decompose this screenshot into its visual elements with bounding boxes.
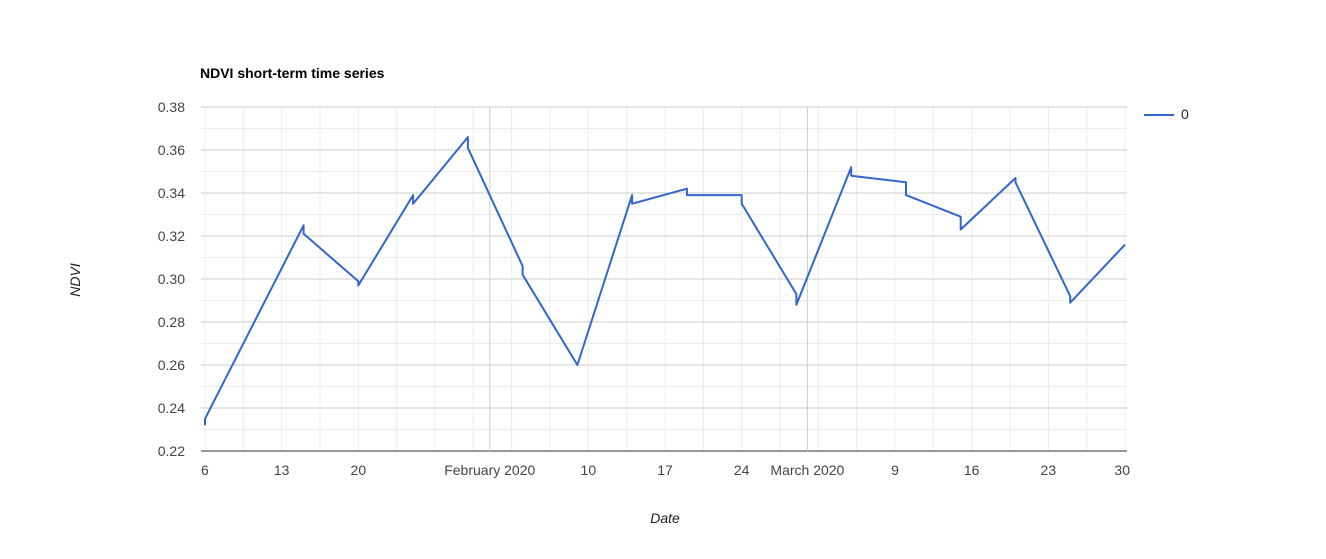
x-tick-label: 20 <box>351 462 367 478</box>
y-tick-label: 0.34 <box>158 185 185 201</box>
y-tick-label: 0.30 <box>158 271 185 287</box>
y-axis-title: NDVI <box>67 263 83 297</box>
x-tick-label: March 2020 <box>770 462 844 478</box>
x-axis-title: Date <box>650 510 680 526</box>
x-tick-label: 17 <box>657 462 673 478</box>
y-tick-label: 0.22 <box>158 443 185 459</box>
legend[interactable]: 0 <box>1144 106 1189 122</box>
x-tick-label: 23 <box>1041 462 1057 478</box>
x-tick-label: 24 <box>734 462 750 478</box>
y-tick-label: 0.36 <box>158 142 185 158</box>
grid <box>201 106 1127 452</box>
y-tick-label: 0.24 <box>158 400 185 416</box>
chart-title: NDVI short-term time series <box>200 65 385 81</box>
y-tick-label: 0.28 <box>158 314 185 330</box>
y-axis: 0.22 0.24 0.26 0.28 0.30 0.32 0.34 0.36 0.38 <box>158 99 185 459</box>
x-tick-label: 30 <box>1114 462 1130 478</box>
y-tick-label: 0.38 <box>158 99 185 115</box>
y-tick-label: 0.32 <box>158 228 185 244</box>
series-layer <box>204 136 1126 426</box>
x-axis: 6 13 20 February 2020 10 17 24 March 2020 9 16 23 3… <box>201 462 1130 478</box>
series-line <box>204 136 1126 426</box>
x-tick-label: 10 <box>581 462 597 478</box>
x-tick-label: 16 <box>964 462 980 478</box>
x-tick-label: 13 <box>274 462 290 478</box>
x-tick-label: 6 <box>201 462 209 478</box>
x-tick-label: February 2020 <box>444 462 535 478</box>
legend-label: 0 <box>1181 106 1189 122</box>
x-tick-label: 9 <box>891 462 899 478</box>
y-tick-label: 0.26 <box>158 357 185 373</box>
